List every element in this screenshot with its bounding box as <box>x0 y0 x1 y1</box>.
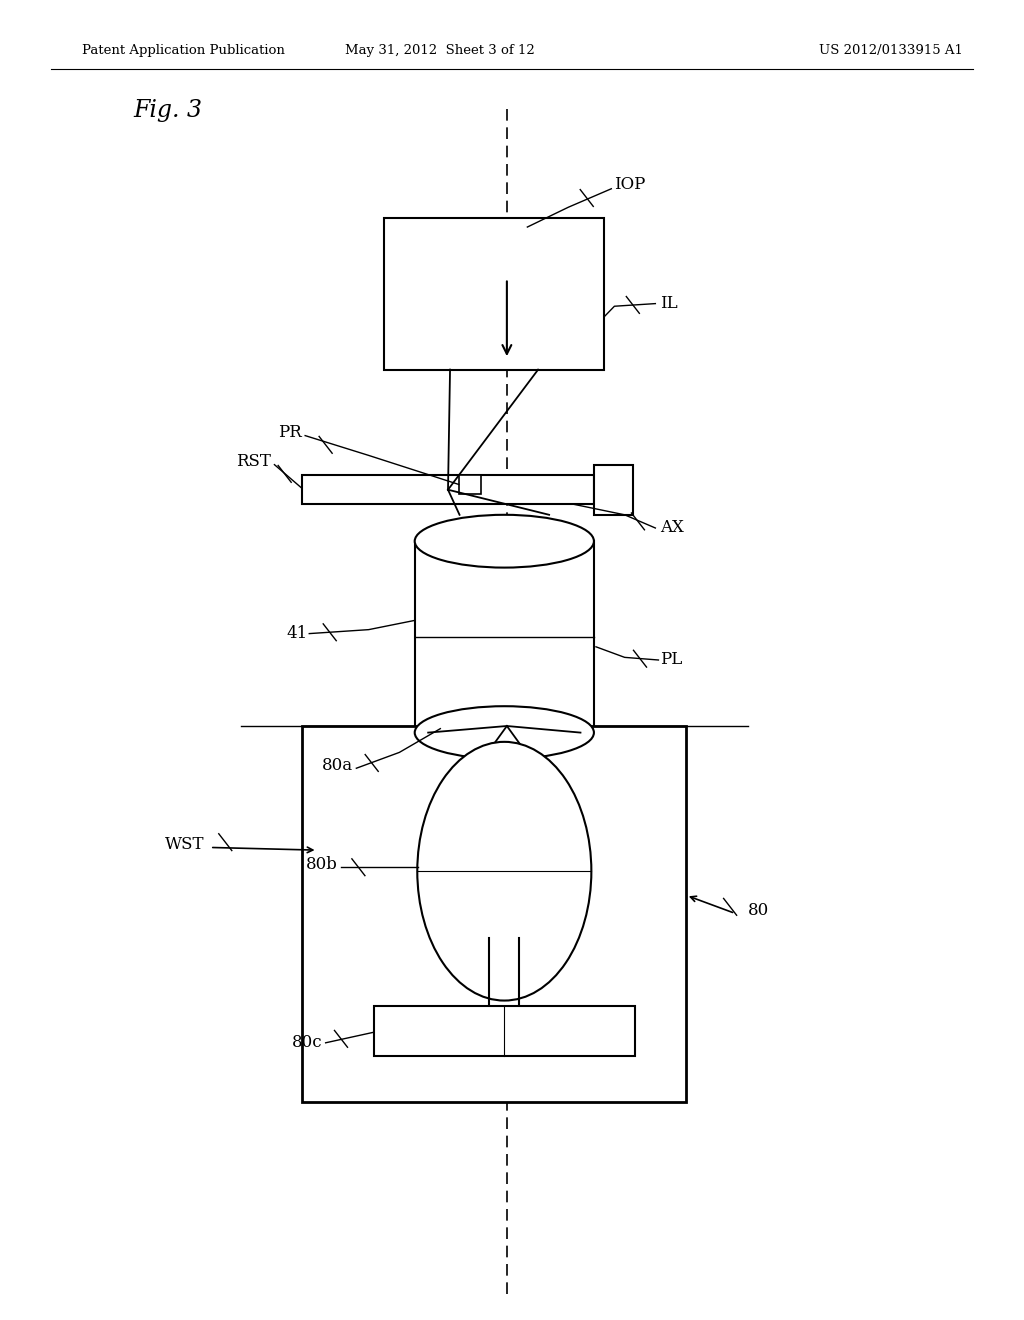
Text: IL: IL <box>660 296 678 312</box>
Text: 80b: 80b <box>306 857 338 873</box>
Bar <box>374 1006 635 1056</box>
Bar <box>384 218 604 370</box>
Text: 41: 41 <box>286 626 307 642</box>
Bar <box>459 475 481 494</box>
Text: US 2012/0133915 A1: US 2012/0133915 A1 <box>819 44 964 57</box>
Bar <box>302 475 594 504</box>
Bar <box>302 726 686 1102</box>
Ellipse shape <box>418 742 592 1001</box>
Text: Fig. 3: Fig. 3 <box>133 99 202 123</box>
Bar <box>415 541 594 733</box>
Text: PL: PL <box>660 652 683 668</box>
Text: 80c: 80c <box>292 1035 323 1051</box>
Text: 80: 80 <box>748 903 769 919</box>
Bar <box>594 465 633 515</box>
Ellipse shape <box>415 515 594 568</box>
Text: AX: AX <box>660 520 684 536</box>
Ellipse shape <box>415 706 594 759</box>
Text: PR: PR <box>279 425 302 441</box>
Text: RST: RST <box>237 454 271 470</box>
Text: Patent Application Publication: Patent Application Publication <box>82 44 285 57</box>
Text: 80a: 80a <box>323 758 353 774</box>
Text: May 31, 2012  Sheet 3 of 12: May 31, 2012 Sheet 3 of 12 <box>345 44 536 57</box>
Text: IOP: IOP <box>614 177 646 193</box>
Text: WST: WST <box>165 837 205 853</box>
